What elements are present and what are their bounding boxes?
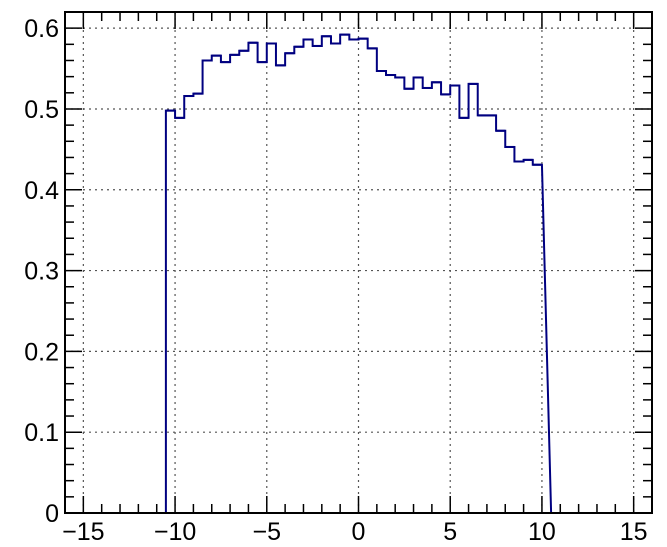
x-tick-label: 10	[528, 518, 556, 546]
x-tick-label: 5	[443, 518, 457, 546]
y-tick-label: 0.2	[24, 338, 59, 366]
histogram-outline	[164, 33, 553, 514]
y-tick-label: 0.6	[24, 15, 59, 43]
y-tick-label: 0.3	[24, 258, 59, 286]
y-tick-label: 0.4	[24, 177, 59, 205]
x-tick-label: 15	[620, 518, 648, 546]
x-tick-label: −10	[154, 518, 196, 546]
plot-frame	[64, 11, 653, 514]
y-axis-tick-labels: 0 0.1 0.2 0.3 0.4 0.5 0.6	[24, 15, 59, 528]
grid	[65, 12, 652, 513]
x-tick-label: 0	[352, 518, 366, 546]
y-tick-label: 0.1	[24, 419, 59, 447]
y-tick-label: 0	[45, 500, 59, 528]
x-tick-label: −5	[253, 518, 282, 546]
x-axis-tick-labels: −15 −10 −5 0 5 10 15	[62, 518, 647, 546]
x-tick-label: −15	[62, 518, 104, 546]
plot-area	[164, 33, 553, 514]
axis-ticks	[64, 11, 653, 514]
y-tick-label: 0.5	[24, 96, 59, 124]
